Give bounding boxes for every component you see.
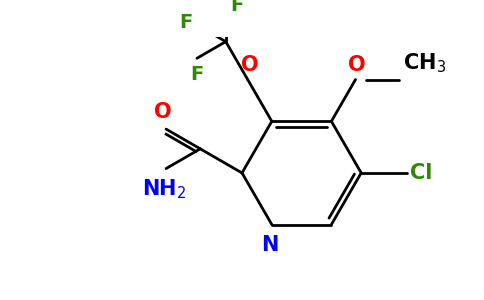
Text: F: F — [190, 65, 204, 84]
Text: O: O — [154, 102, 171, 122]
Text: F: F — [230, 0, 243, 15]
Text: O: O — [241, 55, 258, 75]
Text: F: F — [179, 13, 193, 32]
Text: N: N — [261, 235, 279, 255]
Text: O: O — [348, 55, 366, 75]
Text: CH$_3$: CH$_3$ — [403, 52, 446, 75]
Text: NH$_2$: NH$_2$ — [142, 177, 187, 201]
Text: Cl: Cl — [410, 163, 433, 183]
